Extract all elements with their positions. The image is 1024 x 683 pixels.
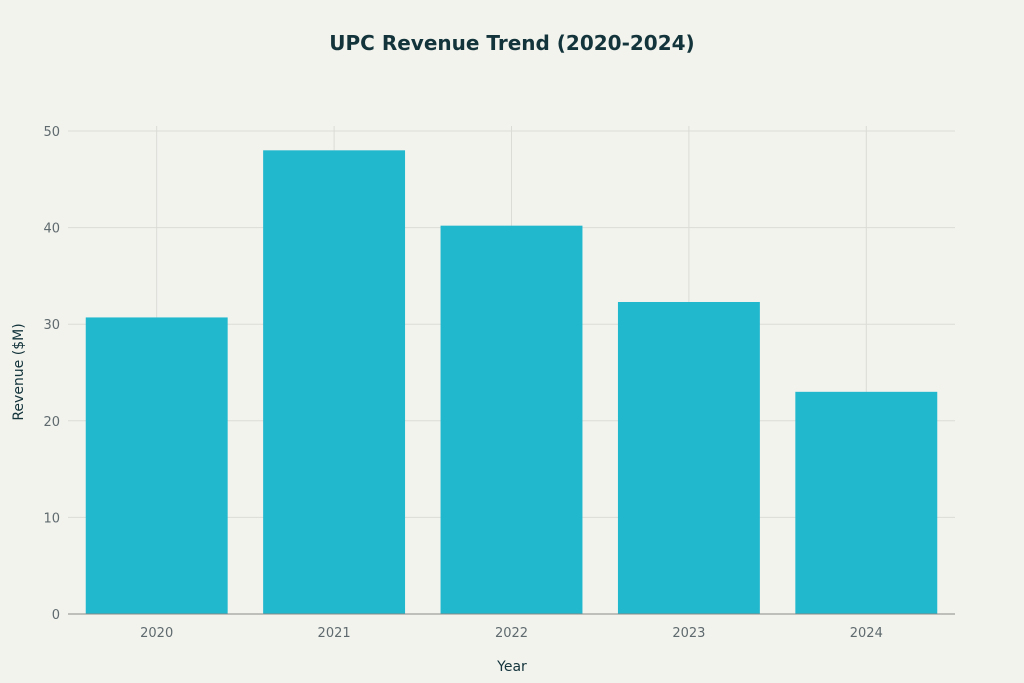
x-tick-label: 2021: [318, 626, 351, 641]
x-tick-label: 2022: [495, 626, 528, 641]
y-axis-label: Revenue ($M): [11, 323, 27, 420]
x-tick-labels: 2020 2021 2022 2023 2024: [140, 626, 883, 641]
y-tick-label: 50: [43, 125, 60, 140]
y-tick-label: 20: [43, 415, 60, 430]
chart-title: UPC Revenue Trend (2020-2024): [329, 31, 694, 55]
y-tick-label: 40: [43, 222, 60, 237]
bar-2020: [85, 317, 228, 614]
bar-2022: [440, 225, 583, 614]
y-tick-label: 30: [43, 318, 60, 333]
bar-2024: [795, 391, 938, 614]
bars: [85, 150, 938, 614]
x-tick-label: 2020: [140, 626, 173, 641]
x-tick-label: 2024: [850, 626, 883, 641]
y-tick-label: 10: [43, 511, 60, 526]
x-axis-label: Year: [496, 659, 527, 675]
x-tick-label: 2023: [672, 626, 705, 641]
y-tick-labels: 0 10 20 30 40 50: [43, 125, 60, 623]
bar-2023: [617, 301, 760, 614]
bar-2021: [263, 150, 406, 614]
y-tick-label: 0: [52, 608, 60, 623]
